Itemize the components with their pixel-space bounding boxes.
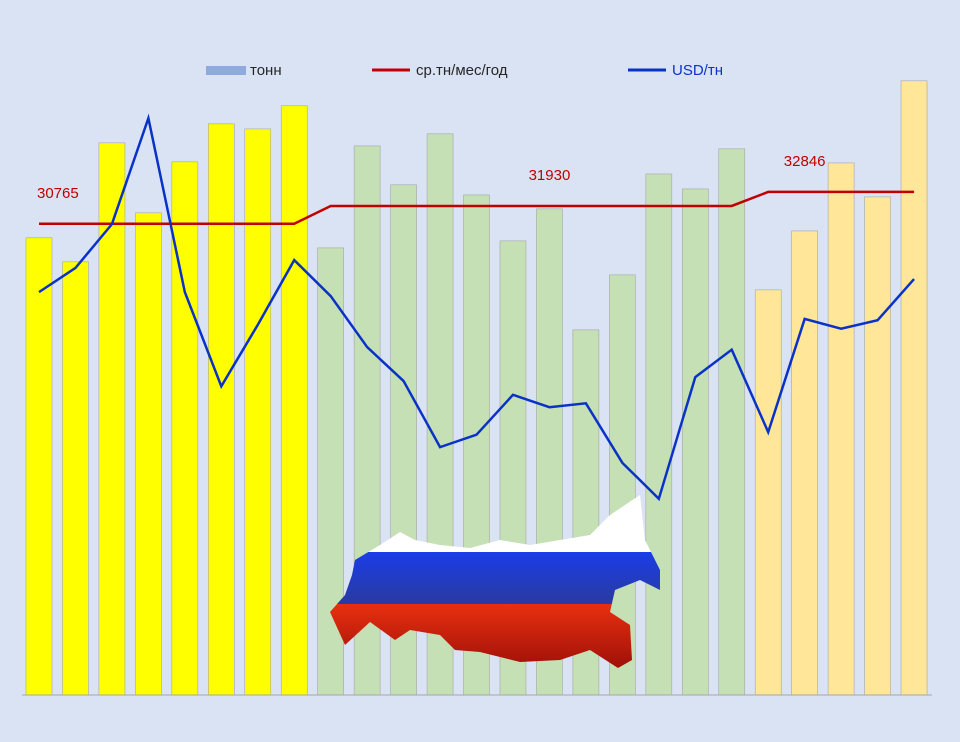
bar <box>827 162 855 696</box>
data-label: 31930 <box>529 167 571 184</box>
line <box>38 113 915 502</box>
bar <box>791 230 818 696</box>
legend: тонн ср.тн/мес/год USD/тн <box>206 62 723 79</box>
legend-label: USD/тн <box>672 62 723 79</box>
russia-map <box>330 495 660 668</box>
legend-label: тонн <box>250 62 282 79</box>
bar <box>864 196 891 696</box>
bar <box>25 237 53 696</box>
legend-label: ср.тн/мес/год <box>416 62 508 79</box>
bar <box>135 212 162 696</box>
bar <box>171 161 199 696</box>
bar <box>208 123 235 696</box>
data-label: 30765 <box>37 185 79 202</box>
bar <box>62 261 89 696</box>
bar <box>754 289 782 696</box>
legend-swatch <box>206 66 246 75</box>
line <box>39 190 915 226</box>
bar <box>681 188 709 696</box>
bar <box>244 128 272 696</box>
bar <box>280 105 308 696</box>
bar <box>645 173 673 696</box>
data-label: 32846 <box>784 153 826 170</box>
bar <box>317 247 344 696</box>
bar <box>900 80 928 696</box>
bar <box>718 148 746 696</box>
